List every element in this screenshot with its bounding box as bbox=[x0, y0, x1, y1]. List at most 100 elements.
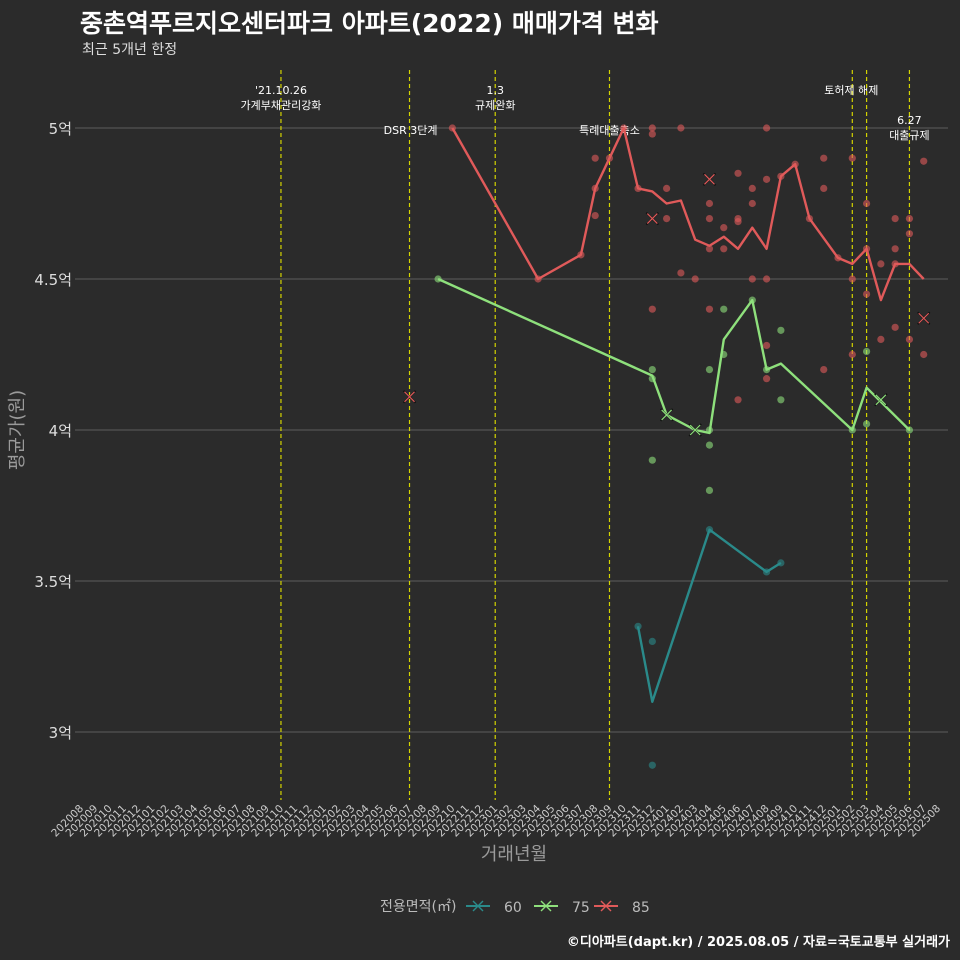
data-point bbox=[648, 130, 656, 138]
data-point bbox=[705, 305, 714, 313]
data-point bbox=[763, 375, 771, 383]
data-point bbox=[748, 184, 756, 192]
data-point bbox=[848, 154, 856, 162]
data-point bbox=[820, 366, 828, 374]
price-series bbox=[402, 124, 931, 769]
cancelled-deal-marker bbox=[402, 390, 417, 404]
cross-stroke bbox=[875, 394, 887, 406]
data-point bbox=[691, 275, 699, 283]
data-point bbox=[705, 486, 714, 494]
data-point bbox=[862, 347, 871, 356]
cross-stroke bbox=[404, 391, 415, 403]
data-point bbox=[905, 335, 914, 343]
data-point bbox=[705, 199, 714, 208]
series-line bbox=[451, 126, 925, 302]
data-point bbox=[777, 326, 785, 334]
legend-item-85: 85 bbox=[594, 900, 650, 916]
data-point bbox=[891, 245, 899, 253]
data-point bbox=[862, 290, 871, 298]
legend-item-60: 60 bbox=[466, 900, 522, 916]
y-axis-title: 평균가(원) bbox=[7, 390, 28, 470]
y-tick-label: 3억 bbox=[49, 724, 72, 742]
data-point bbox=[748, 199, 756, 208]
cancelled-deal-marker bbox=[659, 408, 674, 422]
data-point bbox=[877, 335, 885, 343]
data-point bbox=[848, 275, 856, 283]
data-point bbox=[777, 396, 785, 404]
data-point bbox=[905, 230, 914, 238]
data-point bbox=[720, 305, 728, 313]
event-label: 가계부채관리강화 bbox=[240, 99, 321, 112]
chart-subtitle: 최근 5개년 한정 bbox=[82, 42, 178, 58]
data-point bbox=[734, 169, 742, 177]
event-label: 6.27 bbox=[897, 114, 922, 127]
data-point bbox=[648, 305, 656, 313]
data-point bbox=[648, 761, 656, 769]
data-point bbox=[891, 215, 899, 223]
event-label: DSR 3단계 bbox=[384, 124, 438, 137]
data-point bbox=[648, 366, 656, 374]
cancelled-deal-marker bbox=[874, 393, 888, 407]
data-point bbox=[720, 245, 728, 253]
event-label: 특례대출축소 bbox=[579, 124, 640, 137]
x-tick-labels: 2020082020092020102020112020122021012021… bbox=[49, 802, 943, 839]
data-point bbox=[663, 215, 671, 223]
data-point bbox=[905, 215, 914, 223]
data-point bbox=[705, 441, 714, 449]
cross-stroke bbox=[918, 312, 930, 324]
event-label: 규제완화 bbox=[475, 99, 515, 112]
data-point bbox=[862, 199, 871, 208]
legend-title: 전용면적(㎡) bbox=[380, 899, 456, 915]
data-point bbox=[820, 154, 828, 162]
series-line bbox=[636, 528, 782, 703]
data-point bbox=[877, 260, 885, 268]
data-point bbox=[763, 124, 771, 132]
data-point bbox=[705, 215, 714, 223]
cross-stroke bbox=[661, 409, 673, 421]
data-point bbox=[891, 323, 899, 331]
data-point bbox=[648, 124, 656, 132]
legend-item-75: 75 bbox=[534, 900, 590, 916]
legend-label: 85 bbox=[632, 900, 650, 916]
data-point bbox=[862, 420, 871, 428]
cancelled-deal-marker bbox=[917, 311, 931, 325]
event-label: 토허제 해제 bbox=[824, 83, 878, 97]
data-point bbox=[763, 175, 771, 183]
y-tick-label: 4억 bbox=[49, 422, 72, 440]
y-tick-label: 4.5억 bbox=[34, 271, 72, 289]
data-point bbox=[848, 350, 856, 359]
legend-key-cross bbox=[472, 900, 484, 912]
data-point bbox=[705, 245, 714, 253]
data-point bbox=[677, 124, 685, 132]
chart-title: 중촌역푸르지오센터파크 아파트(2022) 매매가격 변화 bbox=[80, 9, 659, 38]
event-label: '21.10.26 bbox=[255, 84, 307, 97]
cross-stroke bbox=[704, 173, 715, 185]
y-tick-label: 3.5억 bbox=[34, 573, 72, 591]
data-point bbox=[820, 184, 828, 192]
data-point bbox=[705, 366, 714, 374]
legend-label: 75 bbox=[572, 900, 590, 916]
event-label: 대출규제 bbox=[889, 129, 929, 142]
cancelled-deal-marker bbox=[688, 423, 702, 437]
data-point bbox=[648, 637, 656, 646]
data-point bbox=[720, 224, 728, 232]
data-point bbox=[648, 456, 656, 464]
cross-stroke bbox=[689, 424, 701, 436]
y-tick-labels: 3억 3.5억 4억 4.5억 5억 bbox=[34, 120, 72, 742]
x-axis-title: 거래년월 bbox=[481, 844, 547, 865]
legend: 전용면적(㎡) 60 75 85 bbox=[380, 899, 650, 916]
data-point bbox=[591, 211, 599, 220]
event-label: 1.3 bbox=[486, 84, 504, 97]
y-tick-label: 5억 bbox=[49, 120, 72, 138]
grid-lines bbox=[75, 127, 948, 733]
data-point bbox=[763, 341, 771, 350]
legend-label: 60 bbox=[504, 900, 522, 916]
data-point bbox=[734, 218, 742, 226]
data-point bbox=[920, 157, 928, 165]
source-credit: ©디아파트(dapt.kr) / 2025.08.05 / 자료=국토교통부 실… bbox=[566, 935, 950, 950]
data-point bbox=[591, 154, 599, 162]
series-line bbox=[437, 277, 911, 435]
data-point bbox=[763, 275, 771, 283]
